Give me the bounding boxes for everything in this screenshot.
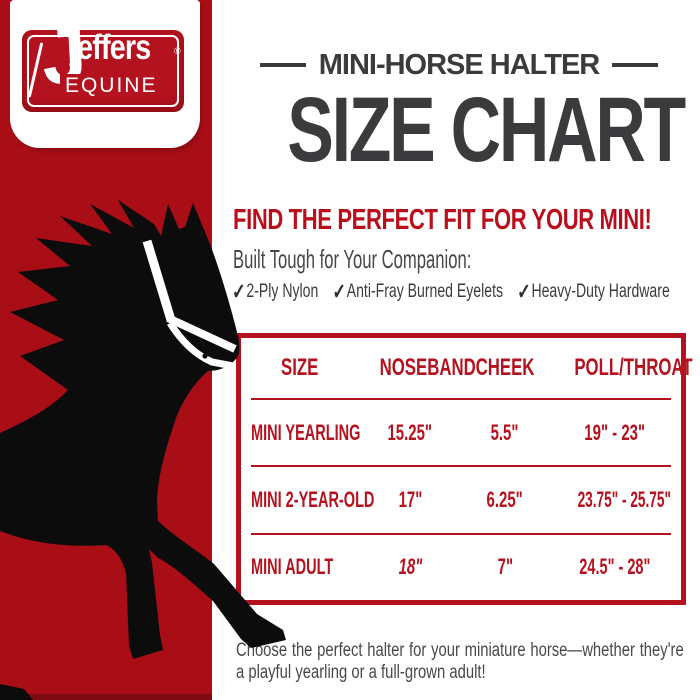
logo-brand-text: jeffers: [70, 28, 151, 67]
row-poll-throat-value: 19" - 23": [584, 419, 646, 445]
kicker-text: MINI-HORSE HALTER: [318, 48, 601, 81]
check-icon: ✓: [517, 279, 531, 304]
row-poll-throat-value: 23.75" - 25.75": [577, 486, 671, 512]
logo-j-dot: [55, 42, 65, 52]
find-headline: FIND THE PERFECT FIT FOR YOUR MINI!: [233, 204, 652, 236]
column-header-size: SIZE: [281, 354, 319, 381]
row-size-label: MINI ADULT: [251, 554, 334, 580]
built-tough-subheading: Built Tough for Your Companion:: [233, 244, 472, 274]
kicker-row: MINI-HORSE HALTER: [233, 48, 685, 82]
feature-label: 2-Ply Nylon: [246, 281, 319, 302]
row-cheek-value: 7": [497, 554, 513, 580]
table-divider: [251, 465, 671, 468]
table-header-row: SIZE NOSEBAND CHEEK POLL/THROAT: [241, 338, 693, 398]
row-noseband-value: 15.25": [387, 419, 433, 445]
kicker-dash-left: [259, 63, 306, 67]
footer-description: Choose the perfect halter for your minia…: [236, 640, 684, 684]
kicker-dash-right: [612, 63, 659, 67]
feature-label: Heavy-Duty Hardware: [531, 281, 670, 302]
row-size-label: MINI YEARLING: [251, 419, 361, 445]
check-icon: ✓: [232, 279, 246, 304]
feature-nylon: ✓ 2-Ply Nylon: [232, 279, 318, 305]
registered-mark: ®: [174, 46, 181, 56]
column-header-poll-throat: POLL/THROAT: [574, 354, 693, 381]
feature-list: ✓ 2-Ply Nylon ✓ Anti-Fray Burned Eyelets…: [232, 279, 670, 305]
check-icon: ✓: [332, 279, 346, 304]
feature-label: Anti-Fray Burned Eyelets: [346, 281, 504, 302]
logo-sub-text: EQUINE: [59, 74, 163, 98]
panel-bottom-edge: [0, 694, 212, 700]
table-row: MINI YEARLING 15.25" 5.5" 19" - 23": [241, 400, 681, 465]
table-row: MINI ADULT 18" 7" 24.5" - 28": [241, 535, 681, 600]
row-cheek-value: 6.25": [486, 486, 524, 512]
feature-hardware: ✓ Heavy-Duty Hardware: [517, 279, 670, 305]
table-divider: [251, 398, 671, 400]
column-header-noseband: NOSEBAND: [379, 354, 476, 381]
size-table: SIZE NOSEBAND CHEEK POLL/THROAT MINI YEA…: [236, 333, 693, 605]
row-size-label: MINI 2-YEAR-OLD: [251, 486, 375, 512]
row-poll-throat-value: 24.5" - 28": [579, 554, 651, 580]
row-noseband-value: 17": [398, 486, 422, 512]
jeffers-logo-badge: J jeffers ® EQUINE: [22, 10, 184, 112]
column-header-cheek: CHEEK: [475, 354, 535, 381]
table-row: MINI 2-YEAR-OLD 17" 6.25" 23.75" - 25.75…: [241, 467, 681, 532]
feature-eyelets: ✓ Anti-Fray Burned Eyelets: [332, 279, 503, 305]
row-noseband-value: 18": [398, 554, 422, 580]
page-title: SIZE CHART: [287, 79, 686, 181]
jeffers-logo: J jeffers ® EQUINE: [10, 0, 200, 148]
row-cheek-value: 5.5": [491, 419, 519, 445]
table-divider: [251, 532, 671, 535]
